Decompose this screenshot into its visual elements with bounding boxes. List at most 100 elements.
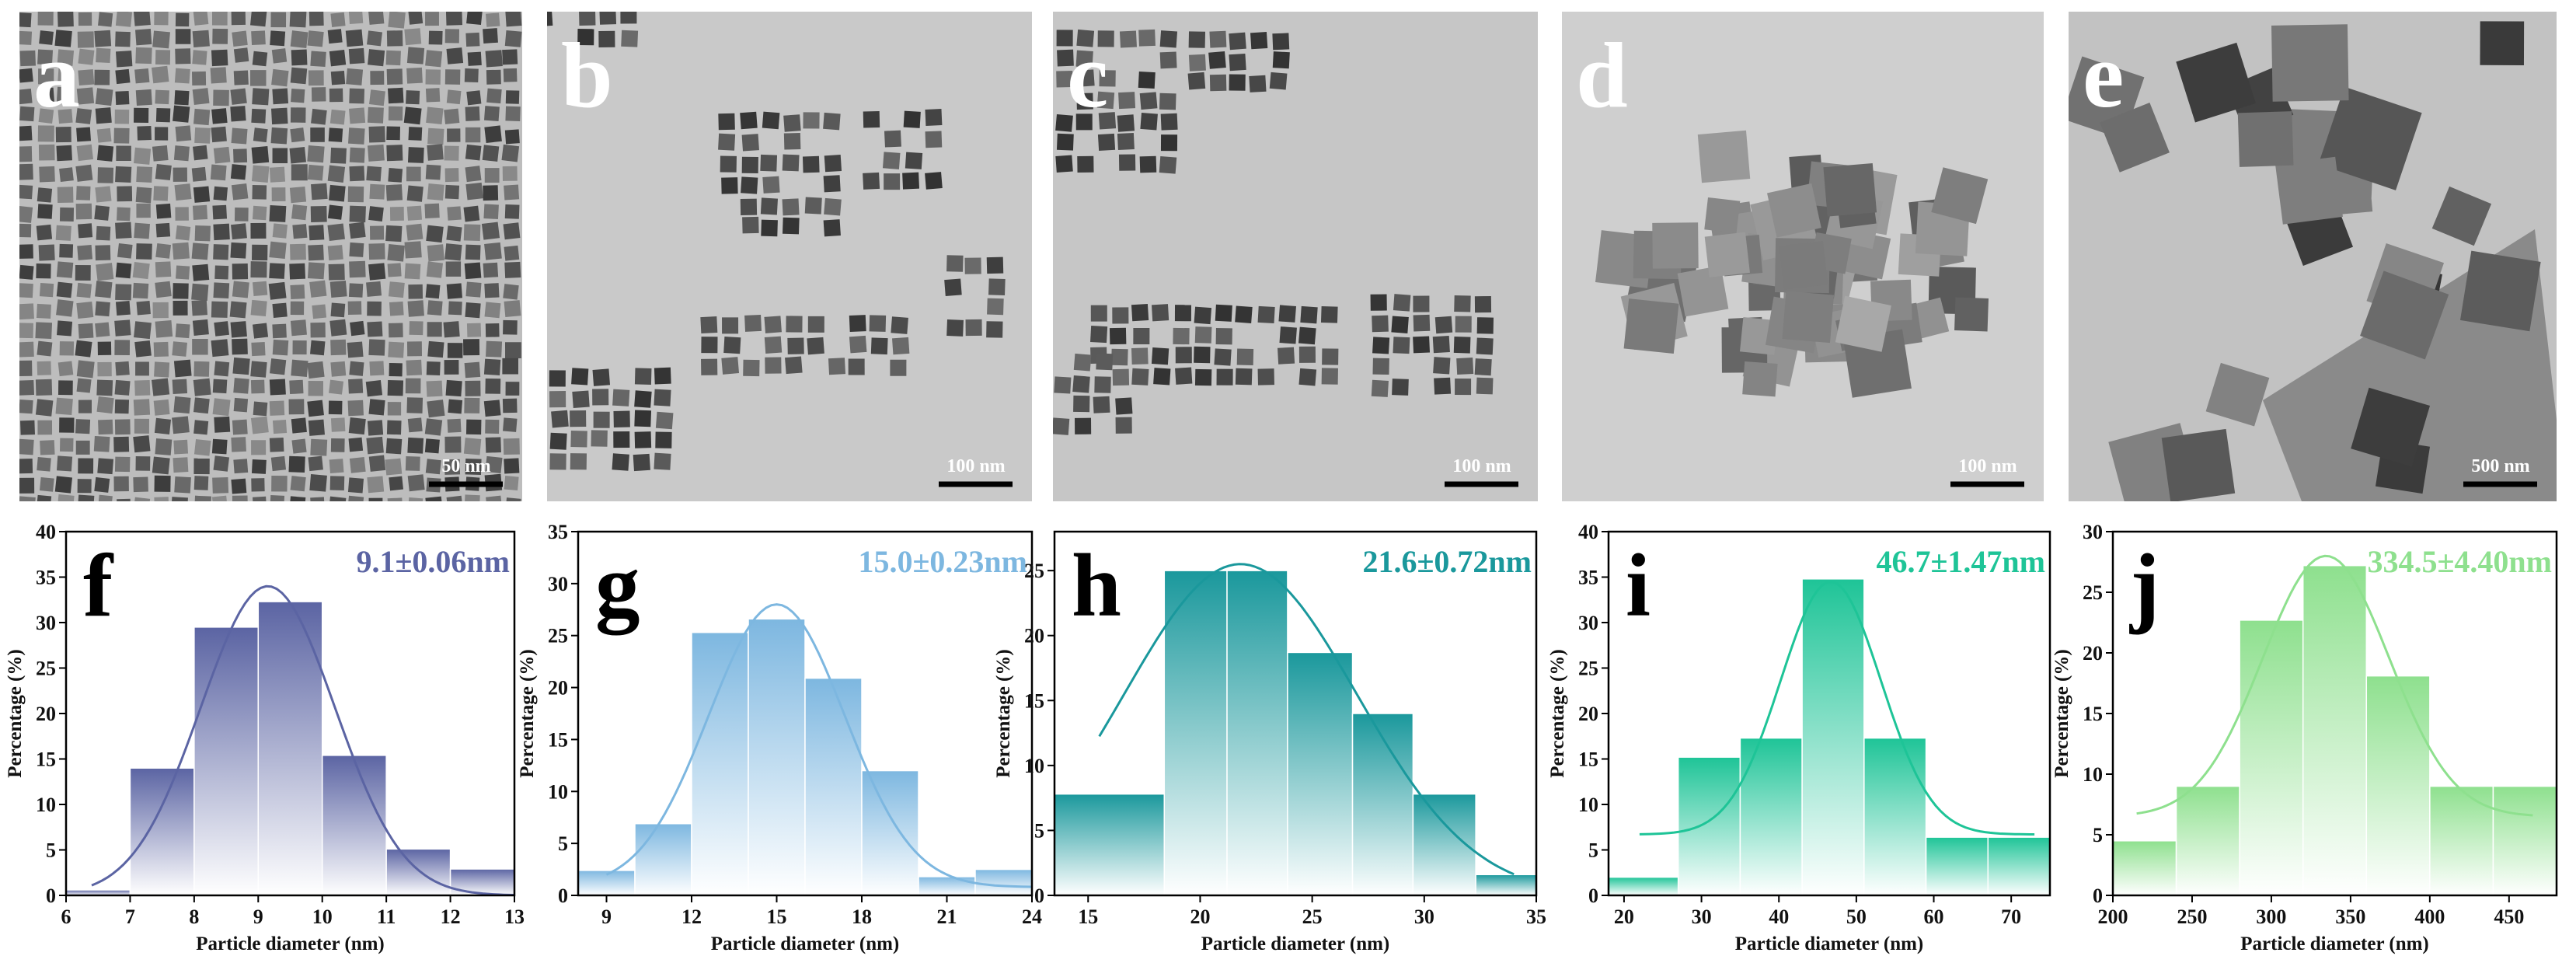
particle — [155, 243, 172, 259]
particle — [406, 341, 423, 357]
particle — [1152, 304, 1169, 322]
particle — [232, 495, 248, 501]
particle — [35, 322, 53, 339]
particle — [307, 400, 324, 417]
particle — [1175, 347, 1192, 364]
particle — [40, 440, 55, 455]
particle — [620, 12, 637, 24]
particle — [311, 108, 327, 125]
particle — [1115, 417, 1132, 434]
particle — [1093, 396, 1110, 413]
particle — [444, 168, 459, 183]
particle — [486, 495, 503, 501]
particle — [964, 257, 981, 274]
plot-area — [578, 603, 1032, 895]
particle — [863, 172, 880, 190]
particle — [78, 400, 92, 413]
particle — [38, 108, 54, 124]
particle — [2480, 21, 2525, 65]
particle — [1320, 306, 1338, 323]
particle — [250, 222, 267, 239]
particle — [1208, 51, 1226, 69]
particle — [802, 155, 820, 173]
particle — [823, 175, 841, 193]
particle — [634, 390, 652, 408]
particle — [327, 165, 346, 183]
particle — [272, 339, 289, 356]
particle — [1055, 155, 1073, 173]
particle — [925, 131, 943, 148]
y-tick-label: 15 — [548, 728, 568, 751]
particle — [270, 495, 285, 501]
particle — [94, 69, 110, 85]
particle — [272, 420, 288, 434]
particle — [19, 379, 35, 396]
y-tick-label: 35 — [548, 521, 568, 543]
particle — [1704, 232, 1750, 277]
particle — [308, 70, 324, 86]
particle — [409, 321, 424, 336]
particle — [38, 68, 54, 85]
particle — [349, 205, 366, 223]
particle — [212, 476, 229, 494]
particle — [1159, 51, 1177, 69]
particle — [133, 399, 151, 416]
particle — [114, 379, 131, 396]
particle — [152, 302, 169, 319]
particle — [722, 317, 739, 334]
y-tick-label: 5 — [558, 832, 568, 855]
particle — [19, 244, 33, 259]
particle — [155, 89, 169, 105]
particle — [39, 87, 54, 103]
particle — [1704, 197, 1741, 233]
particle — [367, 476, 385, 494]
particle — [549, 432, 567, 450]
particle — [78, 12, 92, 26]
particle — [466, 323, 482, 337]
particle — [403, 106, 422, 125]
particle — [191, 299, 208, 316]
particle — [347, 341, 364, 358]
particle — [155, 320, 173, 338]
particle — [210, 67, 227, 84]
x-tick-label: 70 — [2001, 905, 2021, 928]
particle — [232, 263, 249, 280]
particle — [76, 282, 92, 298]
particle — [368, 399, 385, 416]
particle — [307, 262, 325, 280]
y-axis-label: Percentage (%) — [2051, 649, 2072, 777]
particle — [723, 337, 741, 354]
particle — [1321, 368, 1338, 385]
particle — [57, 320, 73, 337]
x-tick-label: 15 — [1078, 905, 1098, 928]
particle — [330, 417, 346, 432]
particle — [193, 186, 211, 203]
x-tick-label: 7 — [125, 905, 135, 928]
particle — [113, 476, 129, 492]
bar — [1801, 578, 1865, 895]
particle — [655, 411, 674, 430]
particle — [740, 111, 758, 130]
particle — [56, 145, 72, 162]
particle — [193, 12, 209, 26]
y-tick-label: 10 — [548, 780, 568, 803]
particle — [308, 381, 324, 396]
particle — [37, 12, 54, 26]
particle — [1194, 346, 1211, 364]
particle — [155, 203, 172, 219]
particle — [347, 477, 364, 494]
particle — [19, 68, 33, 83]
particle — [329, 319, 347, 337]
particle — [891, 337, 910, 355]
particle — [311, 183, 328, 201]
particle — [720, 155, 737, 173]
particle — [75, 264, 91, 281]
particle — [251, 146, 270, 164]
particle — [447, 206, 462, 221]
x-tick-label: 13 — [504, 905, 525, 928]
y-tick-label: 20 — [1024, 625, 1044, 647]
bar — [748, 618, 806, 895]
particle — [388, 106, 403, 121]
particle — [503, 438, 520, 455]
particle — [448, 399, 463, 414]
